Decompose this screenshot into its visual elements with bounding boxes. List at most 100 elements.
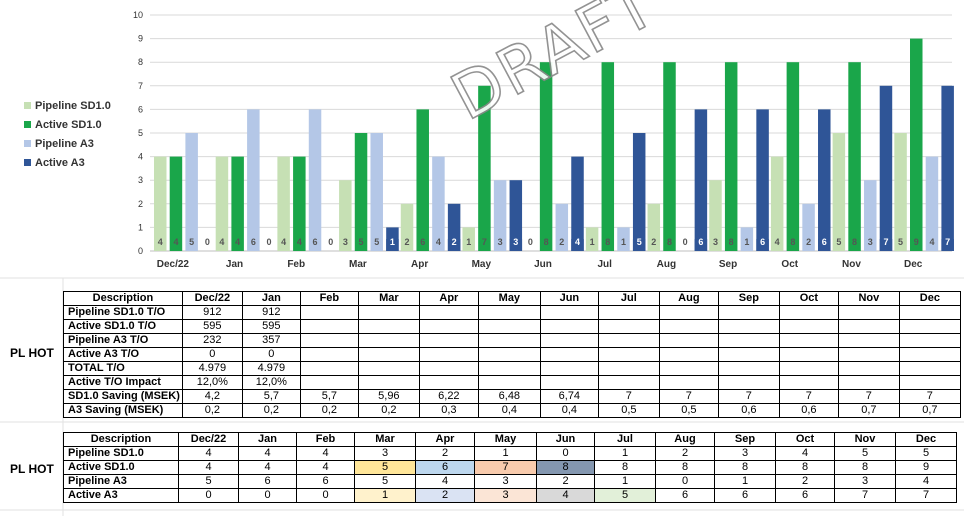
- table-cell: 6: [655, 488, 715, 503]
- bar: [185, 133, 198, 251]
- table-cell: [418, 319, 479, 334]
- table-cell: [658, 333, 719, 348]
- bar-data-label: 8: [729, 237, 734, 247]
- table-cell: 6: [775, 488, 835, 503]
- table-cell: [597, 333, 660, 348]
- y-tick-label: 7: [138, 81, 143, 91]
- legend-label: Pipeline SD1.0: [35, 99, 111, 112]
- bar-data-label: 0: [205, 237, 210, 247]
- bar: [925, 156, 939, 251]
- table-cell: [357, 333, 420, 348]
- table-cell: 8: [834, 460, 896, 475]
- table-cell: 6,48: [477, 389, 541, 404]
- table-cell: 2: [415, 488, 475, 503]
- bar: [724, 62, 738, 252]
- legend-item: Active SD1.0: [24, 115, 111, 134]
- bar-data-label: 9: [914, 237, 919, 247]
- table-cell: [597, 305, 660, 320]
- bar-data-label: 8: [605, 237, 610, 247]
- bar: [354, 133, 368, 251]
- bar-data-label: 0: [328, 237, 333, 247]
- bar-data-label: 4: [219, 237, 224, 247]
- table-cell: 1: [354, 488, 416, 503]
- table-cell: [477, 305, 541, 320]
- row-label: Active A3 T/O: [63, 347, 183, 362]
- column-header: Aug: [655, 432, 715, 447]
- table-cell: 3: [474, 474, 537, 489]
- table-header-row: Description Dec/22 Jan Feb Mar Apr May Jun Jul Au…: [63, 432, 957, 447]
- table-cell: 5: [895, 446, 957, 461]
- table-cell: [299, 305, 359, 320]
- bar-data-label: 4: [775, 237, 780, 247]
- bar-data-label: 3: [868, 237, 873, 247]
- column-header: Jun: [536, 432, 595, 447]
- table-cell: 1: [474, 446, 537, 461]
- bar: [770, 156, 784, 251]
- table-cell: [357, 319, 420, 334]
- row-label: Pipeline A3 T/O: [63, 333, 183, 348]
- bar-data-label: 4: [173, 237, 178, 247]
- table-cell: 357: [241, 333, 301, 348]
- legend-swatch: [24, 102, 31, 109]
- table-cell: 0: [296, 488, 355, 503]
- bar: [493, 180, 507, 251]
- column-header: Jul: [597, 291, 660, 306]
- table-cell: [299, 333, 359, 348]
- table-cell: 9: [895, 460, 957, 475]
- count-table: Description Dec/22 Jan Feb Mar Apr May Jun Jul Au…: [63, 432, 957, 503]
- column-header: Oct: [775, 432, 835, 447]
- table-cell: 2: [536, 474, 595, 489]
- row-label: Active SD1.0 T/O: [63, 319, 183, 334]
- y-tick-label: 5: [138, 128, 143, 138]
- x-tick-label: Sep: [719, 259, 737, 270]
- bar-label-bg: [447, 239, 461, 251]
- bar: [400, 203, 414, 251]
- table-cell: 0,3: [418, 403, 479, 418]
- table-cell: [357, 361, 420, 376]
- table-cell: 7: [898, 389, 961, 404]
- table-cell: 7: [658, 389, 719, 404]
- bar: [231, 156, 244, 251]
- bar-data-label: 2: [405, 237, 410, 247]
- table-cell: 5,7: [299, 389, 359, 404]
- row-label: Active SD1.0: [63, 460, 179, 475]
- bar-data-label: 7: [482, 237, 487, 247]
- table-cell: 0,5: [597, 403, 660, 418]
- column-header: Sep: [717, 291, 780, 306]
- table-cell: [717, 319, 780, 334]
- table-cell: 0,7: [837, 403, 900, 418]
- table-cell: 7: [895, 488, 957, 503]
- bar-data-label: 5: [189, 237, 194, 247]
- legend-swatch: [24, 121, 31, 128]
- column-header: Oct: [778, 291, 839, 306]
- bar-data-label: 6: [760, 237, 765, 247]
- table-cell: [898, 361, 961, 376]
- table-cell: [778, 333, 839, 348]
- row-label: A3 Saving (MSEK): [63, 403, 183, 418]
- table-cell: 0,2: [241, 403, 301, 418]
- table-cell: [778, 361, 839, 376]
- table-cell: 3: [714, 446, 776, 461]
- table-cell: [418, 375, 479, 390]
- table-cell: 4: [296, 460, 355, 475]
- bar: [756, 109, 769, 252]
- bar: [293, 156, 306, 251]
- legend-swatch: [24, 159, 31, 166]
- bar: [894, 133, 907, 251]
- pl-hot-label-1: PL HOT: [10, 346, 54, 360]
- bar-data-label: 2: [806, 237, 811, 247]
- table-cell: 0,6: [778, 403, 839, 418]
- y-tick-label: 8: [138, 57, 143, 67]
- column-header: Mar: [354, 432, 416, 447]
- bar: [539, 62, 553, 252]
- bar-data-label: 6: [822, 237, 827, 247]
- table-cell: 6: [415, 460, 475, 475]
- bar: [247, 109, 260, 252]
- bar-data-label: 7: [883, 237, 888, 247]
- bar-data-label: 4: [281, 237, 286, 247]
- table-cell: [658, 305, 719, 320]
- column-header: Jan: [238, 432, 297, 447]
- bar-data-label: 0: [528, 237, 533, 247]
- table-cell: [477, 347, 541, 362]
- bar: [154, 156, 167, 251]
